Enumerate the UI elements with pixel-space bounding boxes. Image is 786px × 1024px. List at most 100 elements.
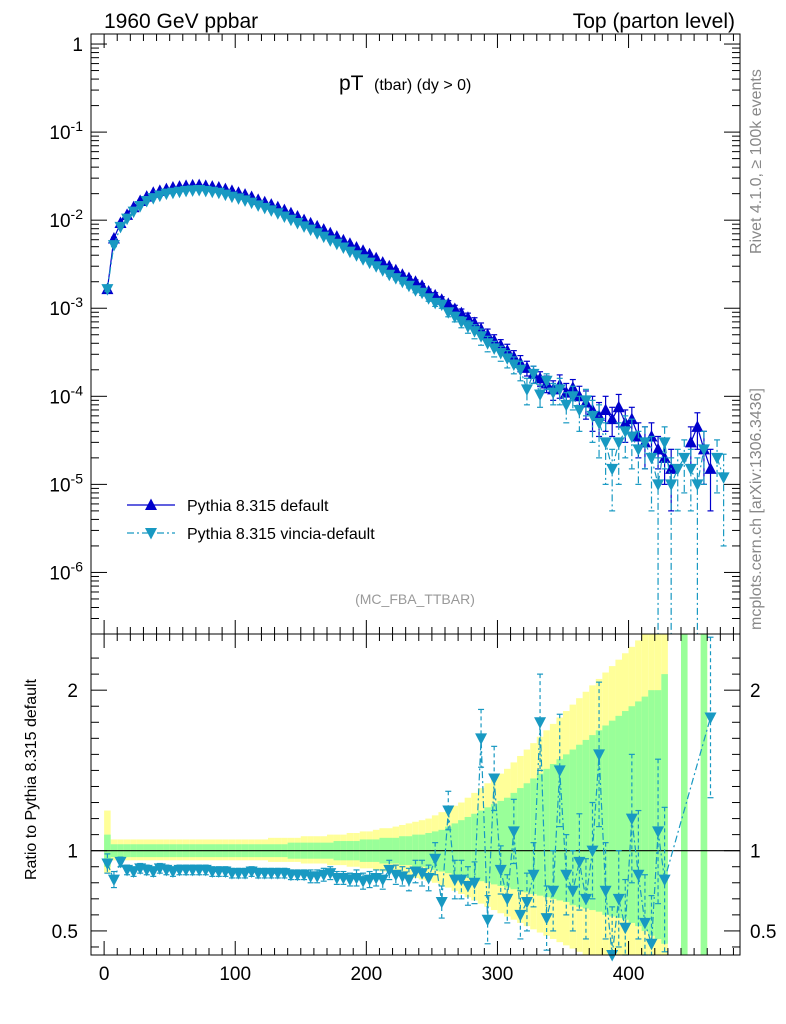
ratio-series: [101, 636, 717, 962]
ratio-data-point: [586, 845, 599, 858]
legend: Pythia 8.315 default Pythia 8.315 vincia-…: [127, 498, 375, 543]
ratio-data-point: [625, 813, 638, 826]
data-point: [481, 338, 494, 350]
data-point: [606, 412, 619, 425]
green-band-bin: [569, 749, 577, 906]
ratio-y-tick-label-right: 1: [750, 842, 761, 863]
chart-title-main: pT: [339, 72, 364, 95]
x-tick-label: 300: [482, 964, 514, 985]
ratio-y-tick-label-right: 2: [750, 681, 761, 702]
main-axes: 10-6 10-5 10-4 10-3 10-2 10-1 1: [49, 34, 740, 635]
series-vincia-default: [101, 185, 730, 634]
data-point: [343, 246, 356, 259]
ratio-data-point: [593, 749, 606, 761]
data-point: [475, 322, 488, 335]
data-point: [671, 463, 684, 476]
green-band-bin: [504, 797, 511, 888]
series-pythia-default: [101, 178, 717, 512]
data-point: [376, 265, 389, 277]
green-band-bin: [582, 739, 590, 909]
green-band-bin: [490, 804, 498, 885]
ratio-data-point: [114, 856, 127, 869]
green-band-bin: [517, 788, 524, 891]
data-point: [691, 479, 704, 491]
data-point: [350, 250, 363, 262]
data-point: [278, 211, 291, 224]
ratio-data-point: [147, 866, 160, 879]
data-point: [357, 254, 370, 266]
ratio-axes: 0.5 0.5 1 1 2 2 0 100 200 300 400: [52, 634, 776, 985]
data-point: [284, 214, 297, 227]
data-point: [711, 452, 724, 465]
green-band-bin: [648, 690, 655, 936]
data-point: [573, 404, 586, 417]
data-point: [134, 200, 147, 213]
ratio-ylabel: Ratio to Pythia 8.315 default: [23, 678, 40, 880]
data-point: [586, 410, 599, 423]
ratio-data-point: [534, 717, 547, 729]
ratio-data-point: [494, 864, 507, 877]
data-point: [127, 206, 140, 219]
ratio-y-tick-label-right: 0.5: [750, 922, 776, 943]
data-point: [101, 284, 114, 296]
data-point: [271, 208, 284, 220]
ratio-data-point: [632, 869, 645, 882]
data-point: [684, 463, 697, 476]
main-panel: 10-6 10-5 10-4 10-3 10-2 10-1 1 pT (tbar) (dy …: [49, 33, 741, 635]
ratio-data-point: [520, 897, 533, 909]
data-point: [691, 420, 704, 432]
green-band-bin: [595, 730, 603, 912]
data-point: [612, 400, 625, 413]
data-point: [442, 297, 455, 309]
ratio-data-point: [579, 893, 592, 906]
x-tick-label: 200: [350, 964, 382, 985]
header-right: Top (parton level): [573, 10, 735, 33]
ratio-data-point: [383, 864, 396, 877]
ratio-data-point: [429, 853, 442, 866]
ratio-data-point: [658, 874, 671, 887]
data-point: [566, 391, 579, 403]
green-band-bin: [536, 773, 544, 896]
green-band-bin: [464, 816, 472, 878]
data-point: [606, 463, 619, 476]
green-band-bin: [608, 720, 616, 917]
data-point: [527, 368, 540, 381]
data-point: [625, 412, 638, 425]
ratio-data-point: [560, 869, 573, 882]
data-point: [520, 384, 533, 396]
data-point: [599, 437, 612, 449]
data-point: [383, 269, 396, 282]
ratio-data-point: [416, 868, 429, 880]
data-point: [534, 389, 547, 401]
data-point: [448, 311, 461, 324]
data-point: [501, 344, 514, 356]
ratio-data-point: [514, 909, 527, 922]
green-band-bin: [458, 820, 465, 877]
green-band-bin: [615, 715, 622, 919]
data-point: [370, 261, 383, 273]
green-band-bin: [471, 813, 478, 880]
ratio-data-point: [599, 885, 612, 898]
ratio-data-point: [101, 858, 114, 871]
data-point: [507, 350, 520, 362]
data-point: [553, 384, 566, 396]
green-band-bin: [563, 754, 570, 903]
x-tick-label: 100: [219, 964, 251, 985]
ratio-data-point: [507, 826, 520, 838]
data-point: [658, 437, 671, 449]
data-point: [593, 417, 606, 430]
analysis-label: (MC_FBA_TTBAR): [355, 591, 475, 607]
data-point: [121, 213, 134, 226]
ratio-data-point: [475, 733, 488, 745]
ratio-series-vincia-default: [101, 636, 717, 962]
data-point: [494, 348, 507, 360]
x-tick-label: 0: [99, 964, 110, 985]
chart-title-sub: (tbar) (dy > 0): [374, 77, 471, 94]
data-point: [461, 321, 474, 334]
data-point: [337, 242, 350, 254]
green-band-bin: [530, 778, 537, 895]
green-band-bin: [497, 800, 504, 886]
x-tick-label: 400: [613, 964, 645, 985]
rivet-label: Rivet 4.1.0, ≥ 100k events: [748, 69, 765, 254]
ratio-data-point: [619, 922, 632, 935]
